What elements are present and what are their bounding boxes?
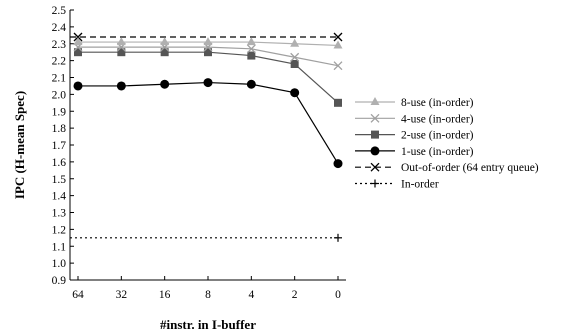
- y-tick-label: 1.2: [52, 224, 67, 236]
- series-line: [78, 81, 339, 164]
- legend-label: 2-use (in-order): [401, 130, 474, 142]
- data-point: [204, 48, 212, 57]
- data-point: [116, 81, 126, 91]
- legend-item: 2-use (in-order): [355, 130, 474, 142]
- legend-item: In-order: [355, 179, 439, 191]
- x-tick-label: 16: [159, 289, 171, 301]
- y-tick-label: 2.0: [52, 89, 67, 101]
- legend-label: In-order: [401, 179, 439, 191]
- y-tick-label: 2.2: [52, 56, 67, 68]
- data-point: [333, 159, 343, 169]
- data-point: [160, 79, 170, 89]
- x-tick-label: 2: [292, 289, 298, 301]
- legend-marker: [370, 162, 380, 172]
- data-point: [246, 79, 256, 89]
- data-point: [334, 98, 342, 107]
- legend-label: 4-use (in-order): [401, 113, 474, 125]
- legend-marker: [370, 97, 380, 105]
- legend-marker: [371, 179, 379, 188]
- y-tick-label: 2.1: [52, 73, 67, 85]
- data-point: [333, 32, 343, 42]
- data-point: [73, 32, 83, 42]
- x-axis-title: #instr. in I-buffer: [160, 317, 256, 332]
- data-point: [73, 37, 83, 46]
- legend-item: Out-of-order (64 entry queue): [355, 162, 539, 174]
- legend-label: 1-use (in-order): [401, 146, 474, 158]
- series-layer: [70, 32, 343, 242]
- x-tick-label: 0: [335, 289, 341, 301]
- data-point: [246, 44, 256, 54]
- y-tick-label: 1.9: [52, 106, 67, 118]
- y-tick-label: 1.0: [52, 258, 67, 270]
- x-tick-label: 32: [116, 289, 128, 301]
- series-0: [73, 37, 343, 49]
- data-point: [290, 52, 300, 62]
- data-point: [74, 48, 82, 57]
- legend-item: 1-use (in-order): [355, 146, 474, 158]
- data-point: [116, 37, 126, 46]
- data-point: [160, 37, 170, 46]
- data-point: [333, 61, 343, 71]
- legend: 8-use (in-order) 4-use (in-order) 2-use (i…: [355, 97, 539, 191]
- data-point: [290, 88, 300, 98]
- series-3: [73, 78, 343, 169]
- y-tick-label: 2.3: [52, 39, 67, 51]
- data-point: [203, 37, 213, 46]
- data-point: [246, 37, 256, 46]
- legend-label: 8-use (in-order): [401, 97, 474, 109]
- legend-marker: [371, 130, 379, 139]
- y-tick-label: 1.6: [52, 157, 67, 169]
- data-point: [117, 48, 126, 57]
- data-point: [334, 233, 342, 242]
- series-line: [78, 51, 339, 104]
- series-5: [70, 233, 342, 242]
- x-axis-ticks: 64 32 16 8 4 2 0: [72, 276, 341, 301]
- data-point: [73, 81, 83, 91]
- data-point: [333, 40, 343, 49]
- data-point: [290, 60, 299, 68]
- y-axis-ticks: 0.9 1.0 1.1 1.2 1.3 1.4 1.5 1.6 1.7 1.8 1.9 2.0 2.1 2…: [52, 5, 74, 287]
- y-axis-title: IPC (H-mean Spec): [12, 91, 27, 199]
- data-point: [160, 48, 169, 57]
- legend-marker: [370, 113, 380, 123]
- legend-item: 4-use (in-order): [355, 113, 474, 125]
- y-tick-label: 1.4: [52, 191, 67, 203]
- data-point: [290, 38, 300, 47]
- series-1: [73, 42, 343, 71]
- x-tick-label: 64: [72, 289, 84, 301]
- legend-marker: [370, 146, 380, 156]
- legend-item: 8-use (in-order): [355, 97, 474, 109]
- y-tick-label: 1.8: [52, 123, 67, 135]
- series-2: [74, 48, 342, 107]
- y-tick-label: 0.9: [52, 275, 67, 287]
- y-tick-label: 1.5: [52, 174, 67, 186]
- x-tick-label: 8: [205, 289, 211, 301]
- y-tick-label: 2.5: [52, 5, 67, 17]
- x-tick-label: 4: [248, 289, 254, 301]
- y-tick-label: 2.4: [52, 22, 67, 34]
- y-tick-label: 1.7: [52, 140, 67, 152]
- y-tick-label: 1.1: [52, 241, 67, 253]
- data-point: [247, 51, 256, 60]
- y-tick-label: 1.3: [52, 208, 67, 220]
- data-point: [203, 78, 213, 88]
- series-4: [70, 32, 343, 42]
- legend-label: Out-of-order (64 entry queue): [401, 162, 539, 174]
